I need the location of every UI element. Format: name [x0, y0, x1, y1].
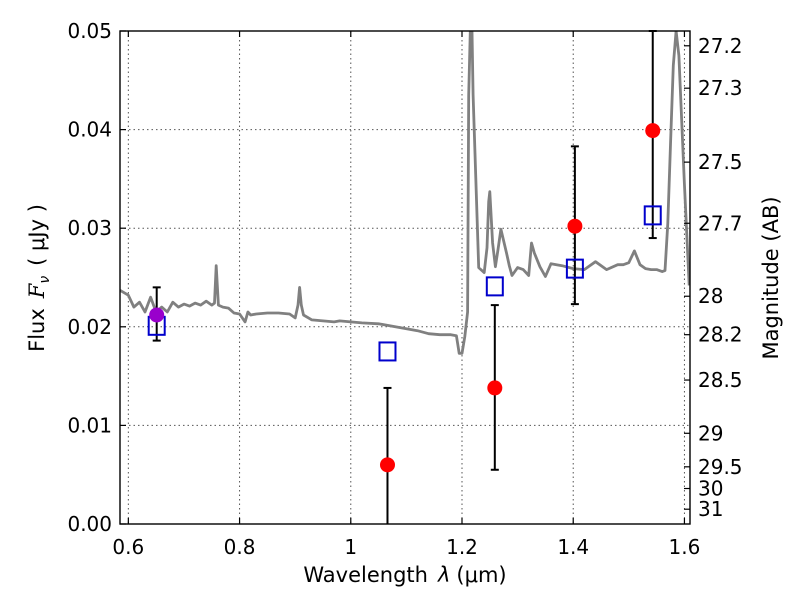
x-tick-label: 1	[344, 535, 357, 559]
y-tick-label: 0.00	[67, 512, 112, 536]
mag-tick-label: 28.5	[698, 368, 743, 392]
x-tick-label: 0.8	[224, 535, 256, 559]
mag-tick-label: 29.5	[698, 455, 743, 479]
mag-tick-label: 28.2	[698, 323, 743, 347]
model-square	[565, 258, 584, 279]
x-tick-label: 0.6	[112, 535, 144, 559]
spectrum-line-layer	[120, 31, 690, 355]
observed-point	[645, 123, 661, 139]
mag-tick-label: 27.5	[698, 150, 743, 174]
mag-tick-label: 27.7	[698, 211, 743, 235]
y-tick-label: 0.01	[67, 413, 112, 437]
observed-point	[379, 457, 395, 473]
mag-tick-label: 27.3	[698, 76, 743, 100]
observed-point-layer	[149, 123, 661, 473]
x-tick-label: 1.2	[446, 535, 478, 559]
mag-tick-label: 27.2	[698, 34, 743, 58]
mag-tick-label: 31	[698, 497, 723, 521]
spectrum-line	[120, 31, 690, 355]
observed-point	[149, 307, 165, 323]
y2-axis-label: Magnitude (AB)	[759, 196, 783, 359]
model-square	[378, 341, 397, 362]
y-tick-label: 0.04	[67, 118, 112, 142]
y-tick-label: 0.03	[67, 216, 112, 240]
x-axis-label: Wavelength λ (μm)	[303, 563, 506, 587]
mag-tick-label: 29	[698, 421, 723, 445]
tick-layer: 0.6 0.8 1 1.2 1.4 1.6 0.00 0.01 0.02 0.03 0.04 0.05…	[67, 19, 742, 559]
x-tick-label: 1.4	[557, 535, 589, 559]
y-tick-label: 0.05	[67, 19, 112, 43]
x-tick-label: 1.6	[669, 535, 701, 559]
y-tick-label: 0.02	[67, 315, 112, 339]
model-square-layer	[147, 205, 662, 362]
observed-point	[487, 380, 503, 396]
grid	[120, 31, 690, 524]
y-axis-label: FluxFν( μJy )	[25, 204, 53, 352]
plot-frame	[119, 30, 691, 525]
mag-tick-label: 30	[698, 477, 723, 501]
observed-point	[567, 218, 583, 234]
mag-tick-label: 28	[698, 284, 723, 308]
model-square	[643, 205, 662, 226]
model-square	[485, 276, 504, 297]
